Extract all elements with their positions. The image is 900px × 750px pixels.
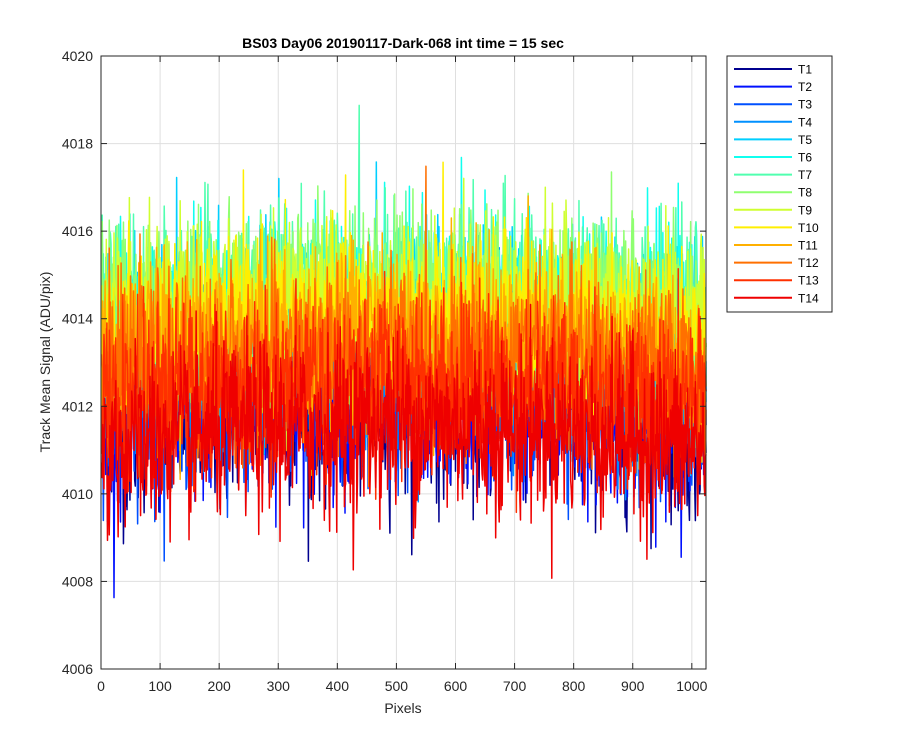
x-tick-label: 500 [385,678,409,694]
x-tick-label: 0 [97,678,105,694]
legend-label-t13: T13 [798,274,819,288]
series-line-t14 [100,303,707,579]
tick-layer: 0 100 200 300 400 500 600 700 800 900 1000 4006 4008… [62,48,708,694]
plot-frame [100,55,707,670]
legend-label-t14: T14 [798,291,819,305]
chart-title: BS03 Day06 20190117-Dark-068 int time = … [242,35,564,51]
legend-label-t12: T12 [798,256,819,270]
legend-label-t7: T7 [798,168,812,182]
y-axis-label: Track Mean Signal (ADU/pix) [37,272,53,453]
y-tick-label: 4012 [62,398,93,414]
y-tick-label: 4016 [62,223,93,239]
series-layer [100,104,707,599]
legend-label-t4: T4 [798,115,812,129]
legend: T1 T2 T3 T4 T5 T6 T7 T8 T9 T10 T11 T12 T13 T14 [726,55,833,313]
legend-label-t8: T8 [798,186,812,200]
legend-label-t6: T6 [798,151,812,165]
y-tick-label: 4010 [62,486,93,502]
legend-box [726,55,833,313]
x-tick-label: 600 [444,678,468,694]
x-tick-label: 300 [267,678,291,694]
legend-label-t1: T1 [798,63,812,77]
x-tick-label: 900 [621,678,645,694]
x-axis-label: Pixels [384,700,421,716]
legend-label-t9: T9 [798,203,812,217]
legend-label-t5: T5 [798,133,812,147]
legend-label-t3: T3 [798,98,812,112]
x-tick-label: 700 [503,678,527,694]
x-tick-label: 1000 [676,678,707,694]
y-tick-label: 4018 [62,136,93,152]
legend-label-t10: T10 [798,221,819,235]
x-tick-label: 400 [326,678,350,694]
y-tick-label: 4006 [62,661,93,677]
y-tick-label: 4014 [62,311,93,327]
x-tick-label: 200 [207,678,231,694]
x-tick-label: 100 [148,678,172,694]
x-tick-label: 800 [562,678,586,694]
legend-items: T1 T2 T3 T4 T5 T6 T7 T8 T9 T10 T11 T12 T13 T14 [734,63,819,305]
legend-label-t2: T2 [798,80,812,94]
plot-area: 0 100 200 300 400 500 600 700 800 900 1000 4006 4008… [62,48,708,694]
y-tick-label: 4008 [62,573,93,589]
legend-label-t11: T11 [798,239,818,253]
y-tick-label: 4020 [62,48,93,64]
